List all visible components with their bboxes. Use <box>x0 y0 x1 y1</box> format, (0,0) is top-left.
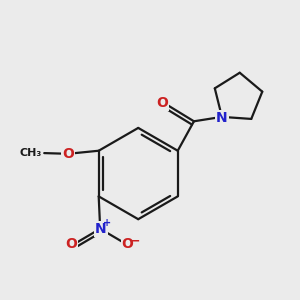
Text: N: N <box>216 111 228 125</box>
Text: N: N <box>95 222 107 236</box>
Text: +: + <box>103 218 111 229</box>
Text: CH₃: CH₃ <box>19 148 41 158</box>
Text: O: O <box>66 237 77 251</box>
Text: −: − <box>129 235 140 248</box>
Text: O: O <box>156 96 168 110</box>
Text: O: O <box>122 237 134 251</box>
Text: O: O <box>62 147 74 161</box>
